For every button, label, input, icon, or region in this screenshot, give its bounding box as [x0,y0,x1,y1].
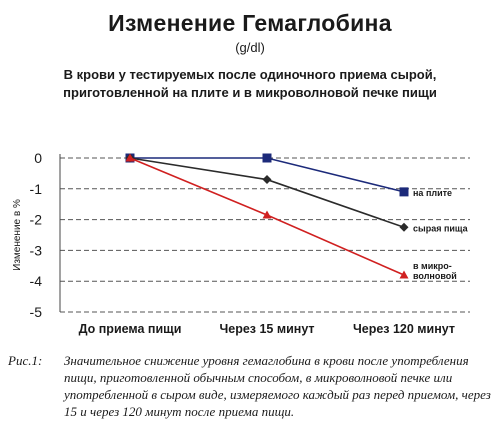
y-tick-label: 0 [34,150,42,166]
x-tick-label: Через 15 минут [219,322,314,336]
data-point [399,270,409,279]
data-point [125,153,135,162]
chart-title: Изменение Гемаглобина [108,10,392,36]
subtitle-line-1: В крови у тестируемых после одиночного п… [63,67,437,82]
series-label: на плите [413,188,452,198]
data-point [262,153,272,163]
y-tick-label: -4 [30,273,43,289]
y-axis-label: Изменение в % [12,199,23,271]
y-tick-label: -3 [30,242,43,258]
y-tick-label: -1 [30,181,43,197]
chart-subtitle: В крови у тестируемых после одиночного п… [0,66,500,102]
y-tick-label: -5 [30,304,43,320]
subtitle-line-2: приготовленной на плите и в микроволново… [63,85,437,100]
data-point [399,222,409,232]
series-label: в микро- [413,261,452,271]
chart-unit: (g/dl) [235,40,265,55]
x-tick-label: До приема пищи [79,322,182,336]
figure-caption: Рис.1: Значительное снижение уровня гема… [8,352,494,420]
data-point [399,187,409,197]
series-label: сырая пища [413,223,469,233]
caption-label: Рис.1: [8,353,43,368]
data-point [262,210,272,219]
data-point [262,175,272,185]
caption-text: Значительное снижение уровня гемаглобина… [64,353,491,419]
y-tick-label: -2 [30,212,43,228]
x-tick-label: Через 120 минут [353,322,455,336]
series-label: волновой [413,271,457,281]
